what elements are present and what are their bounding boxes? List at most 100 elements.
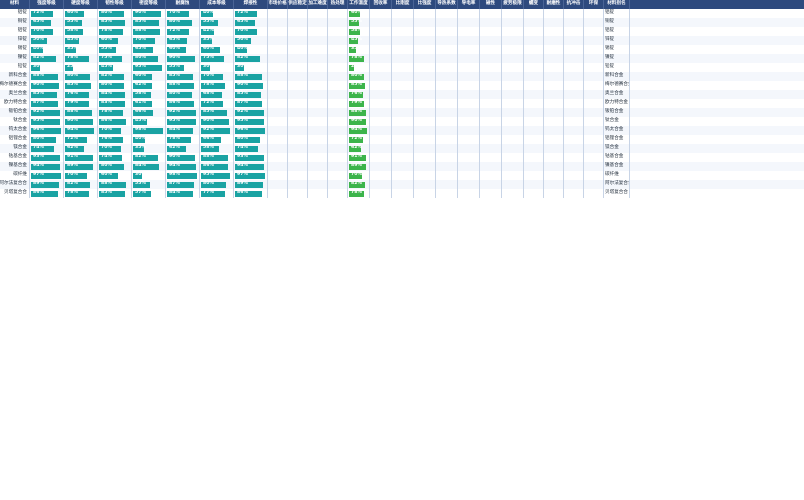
material-alias: 碳纤维 <box>604 171 630 180</box>
header-corrosion[interactable]: 耐腐蚀 <box>166 0 200 9</box>
header-colA[interactable]: 市场价格 <box>268 0 288 9</box>
metric-cell <box>308 171 328 180</box>
header-colK[interactable]: 磁性 <box>480 0 502 9</box>
hardness-cell-bar: 72% <box>65 136 96 143</box>
cost-cell-bar: 58% <box>201 145 232 152</box>
metric-cell <box>308 81 328 90</box>
table-row[interactable]: 碳纤维 97% 70% 60% 30% 98% 95% 97% 70% 碳纤维 <box>0 171 804 180</box>
header-density[interactable]: 密度等级 <box>132 0 166 9</box>
metric-cell <box>524 153 544 162</box>
header-colJ[interactable]: 导电率 <box>458 0 480 9</box>
corrosion-cell-value: 80% <box>169 91 180 97</box>
toughness-cell-value: 60% <box>101 37 112 43</box>
table-row[interactable]: 镁合金 74% 62% 70% 35% 62% 58% 74% 62% 镁合金 <box>0 144 804 153</box>
header-colN[interactable]: 耐磨性 <box>544 0 564 9</box>
header-colD[interactable]: 热处理 <box>328 0 348 9</box>
cost-cell-value: 40% <box>203 10 214 16</box>
header-hardness[interactable]: 硬度等级 <box>64 0 98 9</box>
temp-cell-bar: 60% <box>349 10 368 17</box>
strength-cell-fill <box>31 127 61 134</box>
table-row[interactable]: 钨太合金 96% 94% 70% 98% 84% 92% 96% 94% 钨太合金 <box>0 126 804 135</box>
table-row[interactable]: 镍基合金 94% 89% 80% 84% 94% 86% 94% 89% 镍基合金 <box>0 162 804 171</box>
toughness-cell-bar: 84% <box>99 91 130 98</box>
table-row[interactable]: 贝塔复合合 86% 78% 85% 57% 84% 77% 86% 78% 贝塔复合合 <box>0 189 804 198</box>
metric-cell <box>458 27 480 36</box>
density-cell-bar: 30% <box>133 172 164 179</box>
header-colB[interactable]: 供应稳定 <box>288 0 308 9</box>
metric-cell <box>392 45 414 54</box>
header-strength[interactable]: 强度等级 <box>30 0 64 9</box>
strength-cell-fill <box>31 19 52 26</box>
metric-cell <box>524 36 544 45</box>
table-row[interactable]: 铝锭 70% 58% 78% 88% 72% 42% 70% 58% 铝锭 <box>0 27 804 36</box>
cost-cell-value: 60% <box>203 46 214 52</box>
cost-cell-value: 80% <box>203 181 214 187</box>
header-colI[interactable]: 导热系数 <box>436 0 458 9</box>
hardness-cell-fill <box>65 28 83 35</box>
table-row[interactable]: 奥兰合金 85% 76% 84% 58% 80% 68% 85% 76% 奥兰合金 <box>0 90 804 99</box>
header-toughness[interactable]: 韧性等级 <box>98 0 132 9</box>
table-row[interactable]: 锡锭 40% 35% 55% 65% 60% 60% 40% 35% 锡锭 <box>0 45 804 54</box>
toughness-cell-bar: 55% <box>99 46 130 53</box>
weldability-cell-value: 65% <box>237 19 248 25</box>
header-colL[interactable]: 疲劳极限 <box>502 0 524 9</box>
table-row[interactable]: 锌锭 50% 45% 60% 70% 65% 35% 50% 45% 锌锭 <box>0 36 804 45</box>
metric-cell <box>370 36 392 45</box>
temp-cell-fill <box>349 19 360 26</box>
table-row[interactable]: 钛合金 95% 90% 86% 45% 95% 90% 95% 90% 钛合金 <box>0 117 804 126</box>
header-colP[interactable]: 环保 <box>584 0 604 9</box>
header-colE[interactable]: 工作温度 <box>348 0 370 9</box>
header-colQ[interactable]: 材料别名 <box>604 0 630 9</box>
table-row[interactable]: 新科合金 88% 80% 82% 60% 85% 70% 88% 80% 新科合金 <box>0 72 804 81</box>
temp-cell-fill <box>349 118 367 125</box>
corrosion-cell-bar: 60% <box>167 46 198 53</box>
metric-cell <box>392 117 414 126</box>
density-cell-fill <box>133 46 154 53</box>
metric-cell <box>392 144 414 153</box>
header-material[interactable]: 材料 <box>0 0 30 9</box>
header-colO[interactable]: 抗冲击 <box>564 0 584 9</box>
header-colF[interactable]: 回收率 <box>370 0 392 9</box>
temp-cell-value: 45% <box>351 37 362 43</box>
table-row[interactable]: 梅尔德赛合金 90% 85% 80% 62% 88% 78% 90% 85% 梅尔德赛合金 <box>0 81 804 90</box>
strength-cell-bar: 74% <box>31 145 62 152</box>
hardness-cell-bar: 60% <box>65 10 96 17</box>
table-row[interactable]: 铅锭 30% 25% 45% 95% 55% 30% 30% 25% 铅锭 <box>0 63 804 72</box>
corrosion-cell-bar: 62% <box>167 145 198 152</box>
metric-cell <box>584 36 604 45</box>
hardness-cell-value: 62% <box>67 145 78 151</box>
hardness-cell: 89% <box>64 162 98 171</box>
corrosion-cell-value: 90% <box>169 55 180 61</box>
table-row[interactable]: 铜锭 65% 55% 85% 85% 80% 55% 65% 55% 铜锭 <box>0 18 804 27</box>
hardness-cell-fill <box>65 100 90 107</box>
cost-cell: 75% <box>200 54 234 63</box>
cost-cell: 85% <box>200 108 234 117</box>
metric-cell <box>392 126 414 135</box>
table-row[interactable]: 欧力特合金 87% 79% 83% 61% 86% 72% 87% 79% 欧力特合金 <box>0 99 804 108</box>
table-row[interactable]: 镍锭 82% 78% 75% 80% 90% 75% 82% 78% 镍锭 <box>0 54 804 63</box>
weldability-cell-value: 82% <box>237 55 248 61</box>
temp-cell: 62% <box>348 144 370 153</box>
metric-cell <box>524 9 544 18</box>
weldability-cell-fill <box>235 28 257 35</box>
table-row[interactable]: 铝锂合金 80% 72% 76% 40% 78% 66% 80% 72% 铝锂合金 <box>0 135 804 144</box>
corrosion-cell: 60% <box>166 45 200 54</box>
table-row[interactable]: 钴基合金 93% 91% 74% 82% 90% 88% 93% 91% 钴基合金 <box>0 153 804 162</box>
header-colH[interactable]: 比强度 <box>414 0 436 9</box>
header-colC[interactable]: 加工难度 <box>308 0 328 9</box>
density-cell: 30% <box>132 171 166 180</box>
metric-cell <box>458 117 480 126</box>
corrosion-cell: 84% <box>166 189 200 198</box>
table-row[interactable]: 铝锭 72% 60% 80% 90% 70% 40% 72% 60% 铝锭 <box>0 9 804 18</box>
strength-cell-value: 89% <box>33 181 44 187</box>
toughness-cell-bar: 85% <box>99 190 130 197</box>
header-weldability[interactable]: 焊接性 <box>234 0 268 9</box>
table-row[interactable]: 钣铂合金 92% 88% 78% 66% 92% 85% 92% 88% 钣铂合金 <box>0 108 804 117</box>
header-cost[interactable]: 成本等级 <box>200 0 234 9</box>
header-colM[interactable]: 蠕变 <box>524 0 544 9</box>
header-colG[interactable]: 比刚度 <box>392 0 414 9</box>
corrosion-cell: 72% <box>166 27 200 36</box>
corrosion-cell: 55% <box>166 63 200 72</box>
table-row[interactable]: 阿尔法复合合 89% 82% 88% 55% 87% 80% 89% 82% 阿尔法复合合 <box>0 180 804 189</box>
strength-cell: 92% <box>30 108 64 117</box>
